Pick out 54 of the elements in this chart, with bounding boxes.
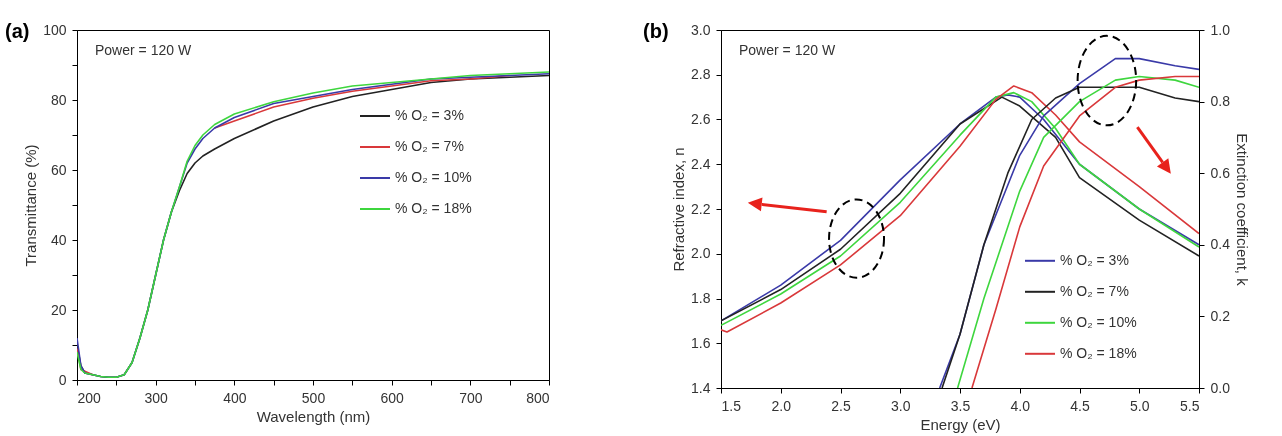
y2-tick-label: 0.4 (1210, 236, 1231, 253)
x-tick-label: 600 (380, 389, 405, 406)
y2-tick-label: 1.0 (1210, 21, 1231, 38)
y2-tick-label: 0.0 (1210, 379, 1231, 396)
y-tick-label: 60 (50, 161, 67, 178)
y-tick-label: 2.6 (691, 111, 711, 127)
x-tick-label: 2.5 (831, 397, 851, 414)
x-tick-label: 200 (77, 389, 102, 406)
y-tick-label: 3.0 (691, 21, 711, 38)
y-tick-label: 100 (43, 21, 67, 38)
x-tick-label: 400 (223, 389, 247, 406)
y-tick-label: 1.8 (691, 290, 711, 306)
y-axis-title: Transmittance (%) (22, 144, 40, 267)
chart-title: (a) (5, 20, 30, 42)
legend-label: % O₂ = 7% (395, 138, 464, 154)
y-tick-label: 1.4 (691, 379, 711, 396)
x-tick-label: 800 (526, 389, 550, 406)
y-tick-label: 2.2 (691, 200, 711, 217)
x-tick-label: 1.5 (721, 397, 742, 414)
y-tick-label: 20 (50, 301, 67, 318)
y-tick-label: 1.6 (691, 334, 711, 351)
x-tick-label: 2.0 (771, 397, 792, 414)
x-tick-label: 5.5 (1180, 397, 1200, 414)
legend-label: % O₂ = 18% (395, 200, 472, 216)
annotation: Power = 120 W (739, 42, 836, 58)
y2-tick-label: 0.8 (1210, 93, 1231, 110)
legend-label: % O₂ = 10% (395, 169, 472, 185)
x-tick-label: 4.5 (1070, 397, 1090, 414)
x-tick-label: 3.0 (891, 397, 911, 414)
y-tick-label: 80 (50, 91, 67, 108)
x-tick-label: 3.5 (950, 397, 971, 414)
x-tick-label: 700 (459, 389, 483, 406)
legend-label: % O₂ = 10% (1060, 313, 1137, 330)
legend-label: % O₂ = 18% (1060, 344, 1137, 361)
y-tick-label: 40 (50, 231, 67, 248)
x-tick-label: 500 (301, 389, 326, 406)
annotation: Power = 120 W (95, 42, 192, 58)
y-axis-title: Refractive index, n (670, 147, 688, 272)
y2-tick-label: 0.2 (1210, 307, 1231, 324)
y-tick-label: 0 (58, 371, 67, 388)
y2-tick-label: 0.6 (1210, 164, 1231, 181)
legend-label: % O₂ = 7% (1060, 282, 1129, 299)
y-tick-label: 2.0 (691, 245, 711, 262)
legend-label: % O₂ = 3% (1060, 251, 1129, 268)
chart-title: (b) (643, 20, 669, 42)
x-axis-title: Energy (eV) (920, 415, 1001, 433)
y-tick-label: 2.4 (691, 155, 711, 172)
x-axis-title: Wavelength (nm) (256, 407, 371, 425)
legend-label: % O₂ = 3% (395, 107, 464, 123)
x-tick-label: 4.0 (1010, 397, 1031, 414)
x-tick-label: 5.0 (1130, 397, 1150, 414)
y2-axis-title: Extinction coefficient, k (1233, 133, 1251, 287)
x-tick-label: 300 (144, 389, 169, 406)
y-tick-label: 2.8 (691, 66, 711, 83)
